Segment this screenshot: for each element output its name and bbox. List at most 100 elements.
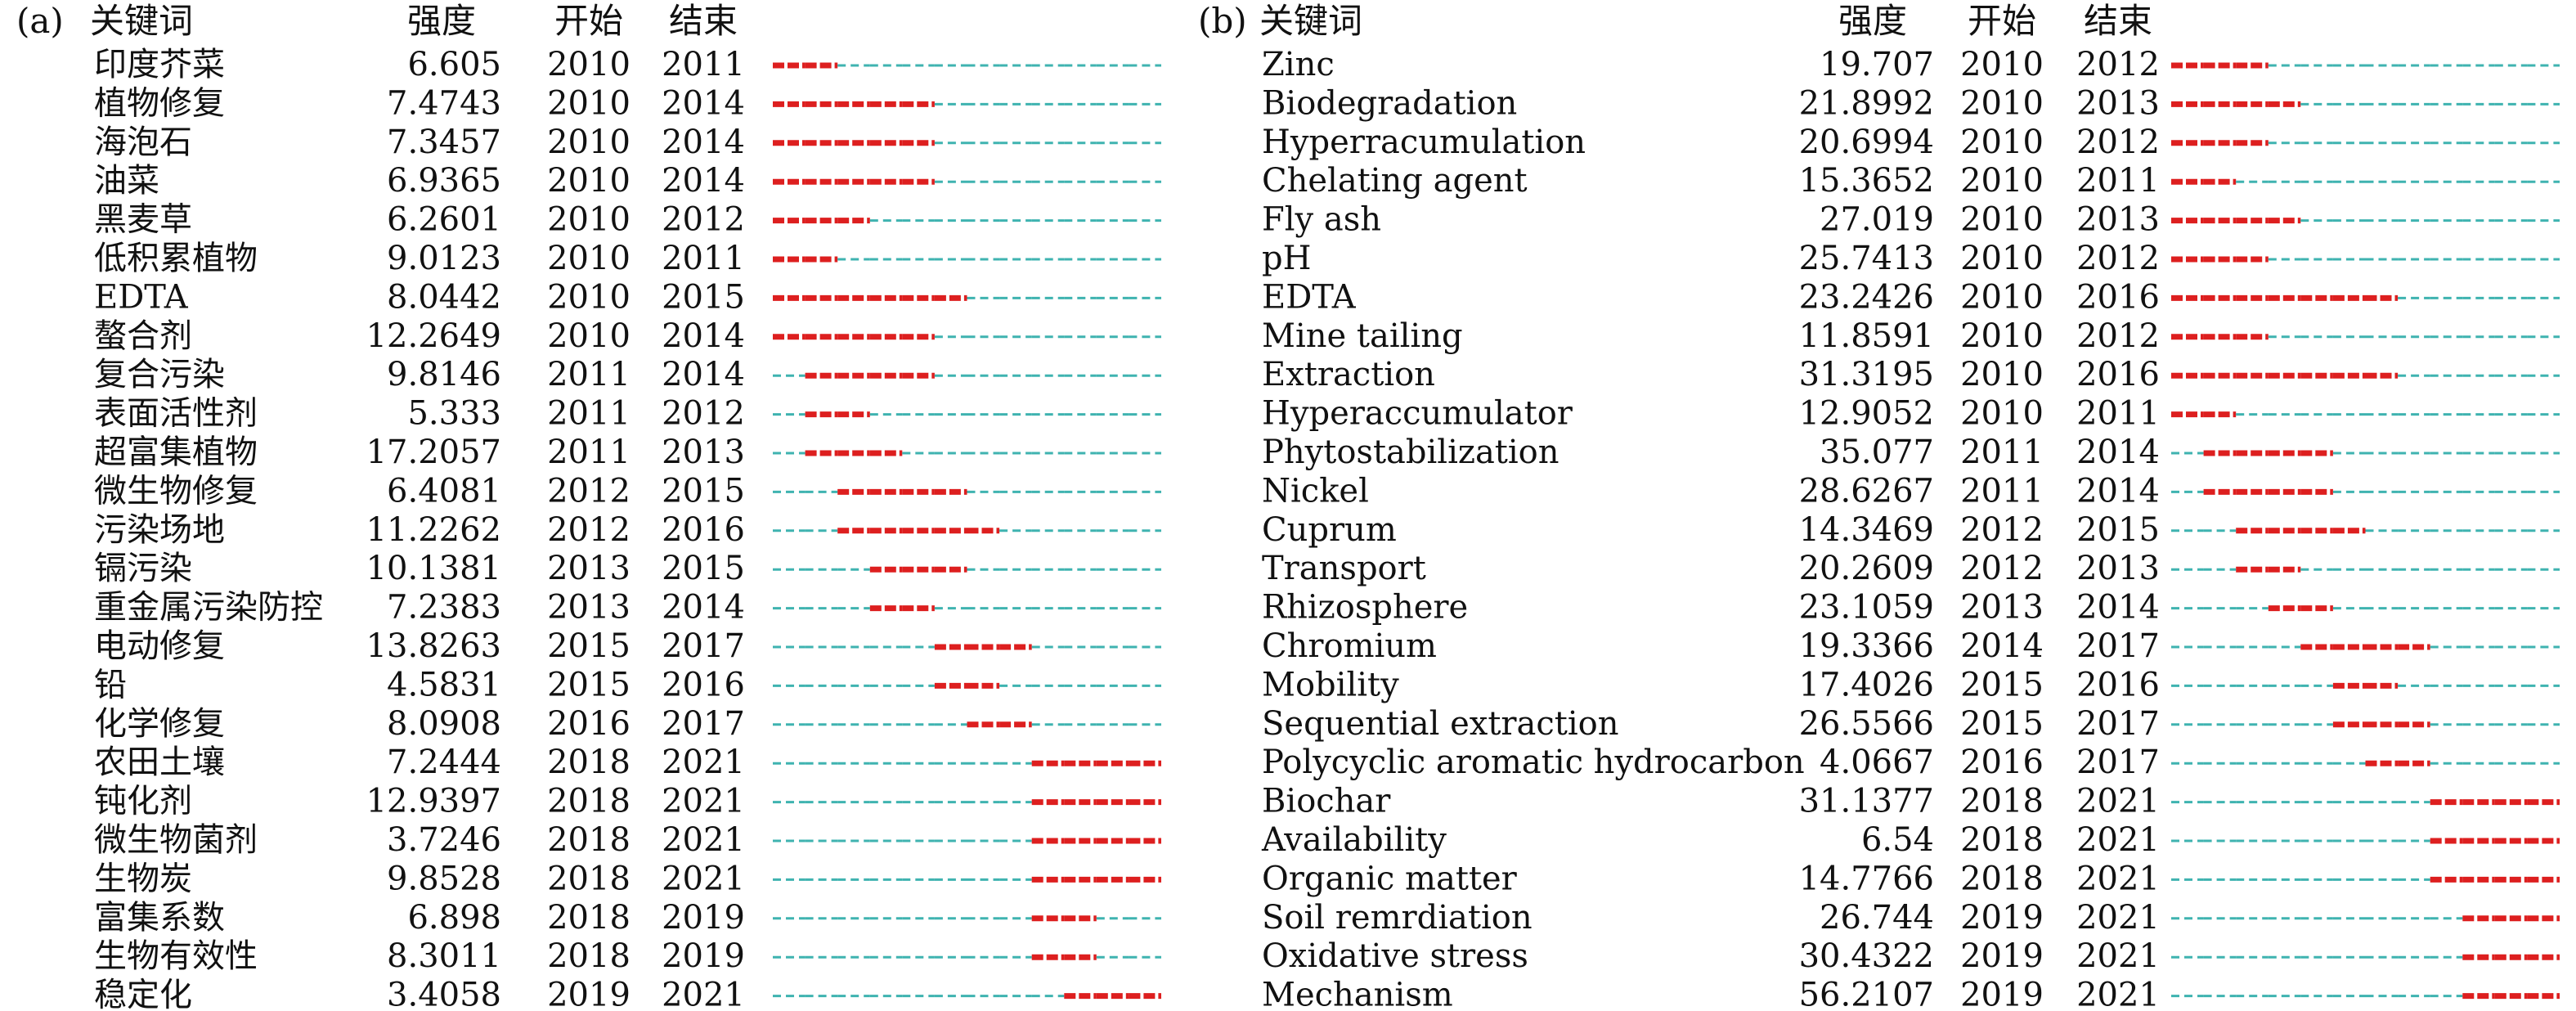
keyword-label: 生物有效性 [94, 937, 258, 975]
strength-value: 26.5566 [1799, 705, 1934, 743]
begin-year: 2010 [547, 162, 631, 200]
begin-year: 2013 [547, 589, 631, 627]
keyword-label: 镉污染 [94, 550, 192, 587]
begin-year: 2011 [547, 356, 631, 393]
begin-year: 2015 [547, 627, 631, 665]
end-year: 2014 [2076, 472, 2160, 510]
strength-value: 9.8528 [387, 860, 501, 897]
strength-value: 6.2601 [387, 201, 501, 239]
keyword-label: 重金属污染防控 [94, 589, 323, 627]
keyword-label: 电动修复 [94, 627, 225, 665]
end-year: 2012 [2076, 240, 2160, 277]
strength-value: 4.5831 [387, 666, 501, 703]
strength-value: 3.4058 [387, 977, 501, 1011]
strength-value: 4.0667 [1820, 744, 1934, 781]
end-year: 2021 [2076, 937, 2160, 975]
begin-year: 2015 [1960, 705, 2044, 743]
begin-year: 2016 [1960, 744, 2044, 781]
keyword-label: 农田土壤 [94, 744, 225, 781]
end-year: 2021 [2076, 783, 2160, 820]
begin-year: 2012 [1960, 550, 2044, 587]
strength-value: 20.6994 [1799, 124, 1934, 161]
strength-value: 6.605 [407, 46, 501, 83]
keyword-label: 印度芥菜 [94, 46, 225, 83]
keyword-label: 钝化剂 [94, 783, 192, 820]
keyword-label: Rhizosphere [1262, 589, 1468, 627]
keyword-label: 铅 [94, 666, 127, 703]
strength-value: 14.3469 [1799, 511, 1934, 549]
end-year: 2015 [662, 278, 745, 316]
keyword-label: EDTA [1262, 278, 1357, 316]
begin-year: 2019 [1960, 977, 2044, 1011]
begin-year: 2010 [1960, 84, 2044, 122]
begin-year: 2010 [547, 201, 631, 239]
begin-year: 2010 [1960, 46, 2044, 83]
end-year: 2016 [662, 666, 745, 703]
strength-value: 6.54 [1861, 821, 1934, 859]
end-year: 2021 [662, 744, 745, 781]
end-year: 2012 [2076, 46, 2160, 83]
end-year: 2011 [662, 46, 745, 83]
begin-year: 2019 [1960, 899, 2044, 937]
end-year: 2012 [2076, 317, 2160, 355]
end-year: 2014 [662, 589, 745, 627]
keyword-label: 表面活性剂 [94, 395, 258, 433]
end-year: 2021 [662, 821, 745, 859]
strength-value: 23.1059 [1799, 589, 1934, 627]
strength-value: 9.8146 [387, 356, 501, 393]
keyword-label: Hyperaccumulator [1262, 395, 1573, 433]
begin-year: 2010 [1960, 124, 2044, 161]
begin-year: 2013 [1960, 589, 2044, 627]
end-year: 2016 [2076, 278, 2160, 316]
end-year: 2013 [2076, 550, 2160, 587]
strength-value: 7.4743 [387, 84, 501, 122]
strength-value: 31.1377 [1799, 783, 1934, 820]
end-year: 2012 [662, 395, 745, 433]
keyword-label: 微生物菌剂 [94, 821, 258, 859]
keyword-label: Zinc [1262, 46, 1335, 83]
strength-value: 10.1381 [366, 550, 501, 587]
end-year: 2011 [2076, 395, 2160, 433]
begin-year: 2019 [547, 977, 631, 1011]
strength-value: 3.7246 [387, 821, 501, 859]
keyword-label: 化学修复 [94, 705, 225, 743]
begin-year: 2010 [1960, 317, 2044, 355]
begin-year: 2012 [1960, 511, 2044, 549]
strength-value: 30.4322 [1799, 937, 1934, 975]
strength-value: 19.3366 [1799, 627, 1934, 665]
begin-year: 2012 [547, 472, 631, 510]
panel-b-header-begin: 开始 [1968, 1, 2036, 41]
end-year: 2017 [2076, 705, 2160, 743]
begin-year: 2013 [547, 550, 631, 587]
begin-year: 2010 [1960, 240, 2044, 277]
keyword-label: Hyperracumulation [1262, 124, 1586, 161]
begin-year: 2019 [1960, 937, 2044, 975]
begin-year: 2018 [547, 937, 631, 975]
strength-value: 25.7413 [1799, 240, 1934, 277]
keyword-label: EDTA [94, 278, 189, 316]
strength-value: 8.3011 [387, 937, 501, 975]
end-year: 2019 [662, 937, 745, 975]
begin-year: 2015 [547, 666, 631, 703]
keyword-label: Phytostabilization [1262, 434, 1560, 471]
keyword-label: Chelating agent [1262, 162, 1528, 200]
strength-value: 12.9397 [366, 783, 501, 820]
end-year: 2021 [662, 977, 745, 1011]
end-year: 2021 [662, 783, 745, 820]
begin-year: 2010 [1960, 395, 2044, 433]
strength-value: 17.4026 [1799, 666, 1934, 703]
keyword-label: Mine tailing [1262, 317, 1463, 355]
strength-value: 5.333 [407, 395, 501, 433]
begin-year: 2010 [547, 46, 631, 83]
keyword-label: 油菜 [94, 162, 159, 200]
begin-year: 2011 [547, 434, 631, 471]
end-year: 2021 [2076, 821, 2160, 859]
end-year: 2017 [662, 705, 745, 743]
begin-year: 2018 [1960, 821, 2044, 859]
end-year: 2021 [2076, 860, 2160, 897]
keyword-label: Nickel [1262, 472, 1369, 510]
strength-value: 12.2649 [366, 317, 501, 355]
keyword-label: Sequential extraction [1262, 705, 1618, 743]
begin-year: 2011 [1960, 434, 2044, 471]
strength-value: 35.077 [1820, 434, 1934, 471]
